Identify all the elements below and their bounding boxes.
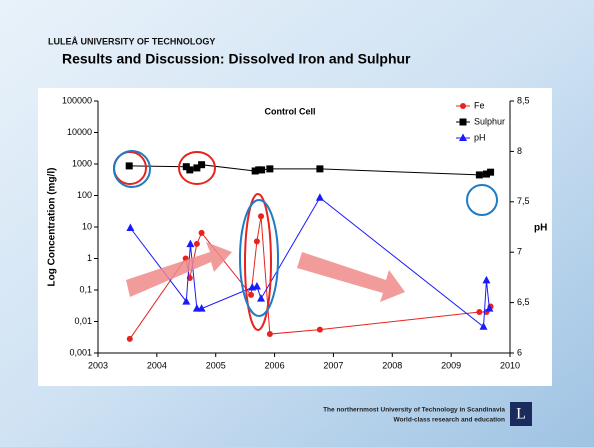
y-axis-label: Log Concentration (mg/l) bbox=[47, 168, 58, 287]
legend-marker bbox=[460, 119, 467, 126]
point bbox=[198, 161, 205, 168]
slide: LULEÅ UNIVERSITY OF TECHNOLOGY Results a… bbox=[0, 0, 594, 447]
x-tick-label: 2005 bbox=[206, 360, 226, 370]
logo-letter: L bbox=[516, 406, 526, 423]
y2-tick-label: 7 bbox=[517, 247, 522, 257]
slide-title: Results and Discussion: Dissolved Iron a… bbox=[62, 51, 411, 67]
point bbox=[476, 309, 482, 315]
legend-label: Sulphur bbox=[474, 116, 505, 126]
chart-title: Control Cell bbox=[265, 106, 316, 116]
point bbox=[127, 336, 133, 342]
y-tick-label: 0,1 bbox=[79, 284, 92, 294]
y2-tick-label: 8 bbox=[517, 146, 522, 156]
y-tick-label: 10 bbox=[82, 221, 92, 231]
footer-text: The northernmost University of Technolog… bbox=[323, 407, 505, 414]
footer-text: World-class research and education bbox=[394, 417, 506, 424]
point bbox=[126, 162, 133, 169]
x-tick-label: 2004 bbox=[147, 360, 167, 370]
y-tick-label: 100 bbox=[77, 190, 92, 200]
y2-tick-label: 8,5 bbox=[517, 95, 530, 105]
legend-label: pH bbox=[474, 132, 486, 142]
y2-axis-label: pH bbox=[534, 223, 547, 234]
y-tick-label: 0,01 bbox=[74, 316, 92, 326]
legend-label: Fe bbox=[474, 100, 485, 110]
point bbox=[254, 238, 260, 244]
point bbox=[266, 165, 273, 172]
y2-tick-label: 6 bbox=[517, 347, 522, 357]
point bbox=[267, 331, 273, 337]
point bbox=[199, 230, 205, 236]
point bbox=[186, 166, 193, 173]
legend-marker bbox=[460, 103, 466, 109]
x-tick-label: 2008 bbox=[382, 360, 402, 370]
y-tick-label: 0,001 bbox=[69, 347, 92, 357]
point bbox=[316, 165, 323, 172]
point bbox=[194, 241, 200, 247]
x-tick-label: 2009 bbox=[441, 360, 461, 370]
y-tick-label: 10000 bbox=[67, 127, 92, 137]
point bbox=[487, 169, 494, 176]
y-tick-label: 1 bbox=[87, 253, 92, 263]
x-tick-label: 2007 bbox=[323, 360, 343, 370]
y-tick-label: 1000 bbox=[72, 158, 92, 168]
point bbox=[258, 166, 265, 173]
x-tick-label: 2010 bbox=[500, 360, 520, 370]
y2-tick-label: 6,5 bbox=[517, 297, 530, 307]
x-tick-label: 2006 bbox=[265, 360, 285, 370]
point bbox=[476, 171, 483, 178]
point bbox=[317, 327, 323, 333]
x-tick-label: 2003 bbox=[88, 360, 108, 370]
y-tick-label: 100000 bbox=[62, 95, 92, 105]
point bbox=[258, 213, 264, 219]
institution: LULEÅ UNIVERSITY OF TECHNOLOGY bbox=[48, 36, 215, 46]
y2-tick-label: 7,5 bbox=[517, 196, 530, 206]
point bbox=[248, 292, 254, 298]
